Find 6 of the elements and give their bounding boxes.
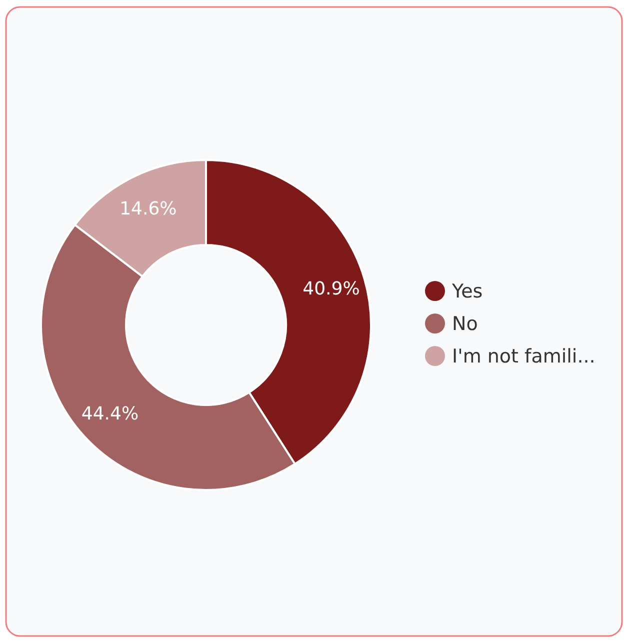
data-label: 44.4% [81,404,139,425]
legend-label: No [452,313,478,336]
legend-label: Yes [451,280,483,303]
data-label: 14.6% [120,198,177,220]
legend-label: I'm not famili... [452,346,596,368]
data-label: 40.9% [302,278,360,300]
